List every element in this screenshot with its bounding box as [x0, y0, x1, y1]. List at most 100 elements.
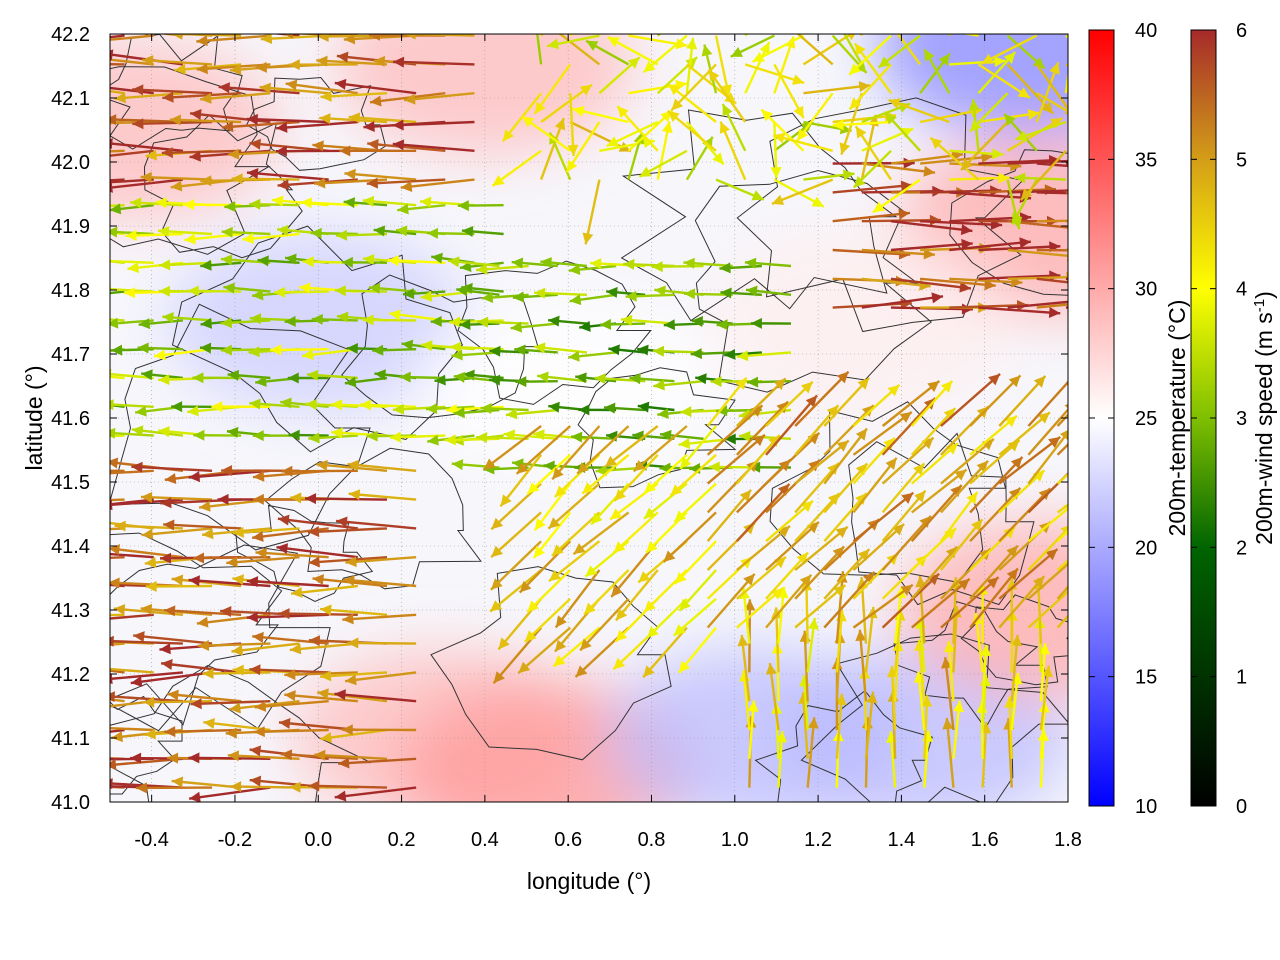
wind-arrow-738	[794, 584, 847, 629]
wind-arrow-512	[886, 666, 898, 731]
wind-arrow-454	[581, 453, 630, 495]
wind-arrow-221	[343, 197, 388, 209]
wind-arrow-537	[1010, 634, 1023, 702]
y-tick-label-3: 41.3	[51, 600, 90, 622]
wind-arrow-294	[231, 173, 300, 185]
wind-arrow-778	[940, 576, 1000, 629]
wind-arrow-196	[280, 397, 329, 409]
wind-arrow-676	[848, 63, 892, 111]
wind-arrow-760	[852, 411, 913, 456]
wind-arrow-435	[518, 540, 572, 594]
wind-arrow-423	[744, 257, 792, 269]
wind-arrow-283	[161, 147, 242, 159]
wind-arrow-530	[979, 674, 991, 731]
wind-arrow-761	[852, 383, 901, 427]
wind-arrow-160	[171, 401, 213, 413]
wind-arrow-488	[765, 662, 780, 731]
wind-arrow-149	[110, 203, 154, 215]
wind-arrow-561	[890, 220, 973, 236]
wind-arrow-343	[447, 256, 500, 268]
wind-arrow-591	[1036, 219, 1068, 223]
wind-arrow-330	[400, 178, 475, 192]
wind-arrow-285	[162, 91, 242, 103]
wind-arrow-256	[461, 225, 504, 237]
wind-arrow-729	[736, 377, 787, 427]
wind-arrow-581	[978, 154, 1061, 166]
wind-arrow-378	[603, 402, 646, 414]
wind-arrow-141	[110, 427, 154, 439]
wind-arrow-462	[613, 453, 659, 502]
wind-arrow-806	[1027, 472, 1068, 514]
wind-arrow-757	[852, 491, 915, 543]
wind-arrow-663	[796, 92, 834, 142]
wind-arrow-407	[683, 257, 733, 269]
wind-arrow-477	[673, 482, 717, 523]
wind-arrow-683	[877, 34, 921, 69]
wind-arrow-154	[138, 318, 184, 330]
wind-arrow-600	[539, 117, 566, 181]
wind-arrow-481	[747, 700, 759, 759]
wind-arrow-200	[273, 286, 329, 298]
wind-arrow-576	[978, 306, 1061, 318]
wind-arrow-743	[794, 439, 850, 485]
wind-arrow-654	[803, 169, 855, 181]
wind-arrow-278	[132, 118, 213, 130]
wind-arrow-679	[884, 111, 922, 152]
wind-arrow-677	[848, 34, 892, 76]
wind-arrow-340	[451, 349, 500, 361]
temperature-blob-11	[709, 232, 1010, 412]
wind-arrow-178	[211, 401, 271, 413]
wind-arrow-332	[392, 119, 475, 131]
wind-arrow-766	[881, 462, 926, 514]
wind-arrow-393	[659, 429, 704, 441]
wind-arrow-436	[532, 511, 572, 559]
wind-arrow-707	[980, 34, 1038, 65]
wind-arrow-446	[553, 453, 601, 498]
wind-arrow-120	[334, 786, 417, 802]
wind-arrow-791	[969, 439, 1021, 485]
wind-arrow-262	[110, 62, 125, 66]
wind-arrow-444	[551, 511, 601, 557]
wind-arrow-357	[510, 321, 558, 333]
wind-arrow-709	[1019, 149, 1067, 201]
wind-arrow-212	[300, 197, 358, 209]
temperature-colorbar-tick-label-5: 35	[1135, 149, 1157, 171]
wind-arrow-258	[110, 178, 125, 182]
wind-arrow-99	[284, 690, 358, 703]
wind-arrow-229	[373, 225, 417, 237]
wind-arrow-358	[512, 291, 558, 303]
wind-arrow-247	[426, 227, 475, 239]
wind-arrow-261	[110, 90, 125, 95]
wind-arrow-369	[570, 431, 617, 443]
y-tick-label-2: 41.2	[51, 664, 90, 686]
wind-arrow-471	[632, 425, 688, 473]
wind-arrow-704	[1035, 61, 1060, 123]
wind-arrow-610	[533, 63, 572, 115]
wind-arrow-452	[572, 511, 630, 556]
x-tick-label-5: 0.6	[554, 829, 582, 851]
wind-arrow-140	[110, 204, 125, 208]
wind-arrow-263	[110, 34, 125, 39]
wind-arrow-671	[859, 34, 863, 37]
wind-arrow-62	[203, 718, 271, 732]
wind-arrow-754	[852, 583, 914, 629]
wind-arrow-354	[505, 408, 558, 420]
wind-arrow-211	[310, 227, 358, 239]
wind-arrow-524	[940, 657, 955, 731]
wind-arrow-80	[226, 556, 300, 568]
wind-colorbar-tick-label-5: 5	[1236, 149, 1247, 171]
wind-arrow-795	[998, 548, 1059, 600]
wind-arrow-293	[196, 34, 271, 47]
wind-arrow-253	[449, 316, 504, 328]
wind-arrow-305	[260, 34, 329, 45]
wind-arrow-428	[490, 511, 542, 559]
wind-arrow-43	[145, 580, 213, 592]
temperature-colorbar-ticks: 10 15 20 25 30 35 40	[1089, 20, 1157, 818]
wind-arrow-215	[344, 376, 388, 388]
wind-arrow-769	[881, 380, 941, 427]
wind-arrow-586	[1007, 189, 1068, 194]
y-tick-label-11: 42.1	[51, 88, 90, 110]
wind-arrow-318	[344, 168, 417, 181]
wind-arrow-68	[192, 552, 271, 564]
wind-colorbar-tick-label-0: 0	[1236, 796, 1247, 818]
